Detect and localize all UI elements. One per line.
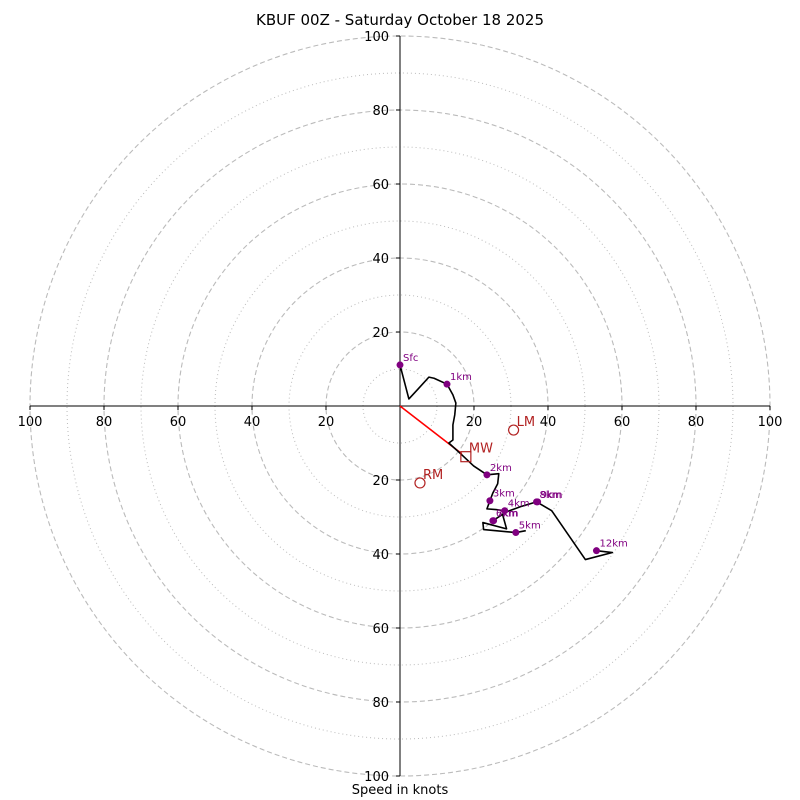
- chart-title: KBUF 00Z - Saturday October 18 2025: [255, 11, 544, 29]
- storm-label-mw: MW: [469, 442, 493, 457]
- storm-label-rm: RM: [423, 468, 443, 483]
- x-tick-label: 100: [18, 415, 43, 430]
- x-tick-label: 40: [244, 415, 261, 430]
- x-axis-label: Speed in knots: [351, 783, 449, 798]
- y-tick-label: 40: [372, 548, 389, 563]
- y-tick-label: 40: [372, 252, 389, 267]
- storm-motion-group: LM MW RM: [414, 415, 535, 489]
- height-label-5km: 5km: [519, 521, 541, 532]
- hodograph-trace-1: [399, 364, 526, 534]
- storm-marker-lm: [507, 424, 520, 436]
- x-tick-label: 100: [758, 415, 783, 430]
- height-label-4km: 4km: [508, 499, 530, 510]
- y-tick-label: 80: [372, 104, 389, 119]
- height-label-8km: 8km: [540, 490, 562, 501]
- height-label-6km: 6km: [496, 509, 518, 520]
- height-label-2km: 2km: [490, 463, 512, 474]
- height-marker-9km: [534, 498, 542, 506]
- storm-marker-mw: [460, 451, 472, 463]
- y-tick-label: 60: [372, 178, 389, 193]
- height-label-7km: 7km: [497, 509, 519, 520]
- x-tick-label: 80: [96, 415, 113, 430]
- y-tick-label: 100: [364, 30, 389, 45]
- x-tick-label: 80: [688, 415, 705, 430]
- height-label-12km: 12km: [599, 539, 627, 550]
- height-marker-7km: [490, 517, 498, 525]
- height-marker-3km: [486, 497, 494, 505]
- hodograph-trace-2: [492, 501, 614, 561]
- height-label-3km: 3km: [493, 489, 515, 500]
- height-marker-12km: [592, 547, 600, 555]
- y-tick-label: 20: [372, 326, 389, 341]
- x-tick-label: 20: [318, 415, 335, 430]
- height-label-1km: 1km: [450, 372, 472, 383]
- height-marker-5km: [512, 529, 520, 537]
- y-tick-label: 80: [372, 696, 389, 711]
- y-tick-label: 100: [364, 770, 389, 785]
- storm-marker-rm: [414, 477, 426, 489]
- x-tick-label: 20: [466, 415, 483, 430]
- hodograph-trace-group: [399, 364, 614, 561]
- storm-label-lm: LM: [517, 415, 535, 430]
- y-tick-label: 20: [372, 474, 389, 489]
- height-marker-2km: [483, 471, 491, 479]
- height-marker-1km: [443, 380, 451, 388]
- height-marker-4km: [501, 507, 509, 515]
- height-marker-sfc: [396, 361, 404, 369]
- x-tick-label: 40: [540, 415, 557, 430]
- x-tick-label: 60: [614, 415, 631, 430]
- height-label-9km: 9km: [541, 490, 563, 501]
- y-tick-label: 60: [372, 622, 389, 637]
- height-label-sfc: Sfc: [403, 353, 418, 364]
- tick-labels: 100 80 60 40 20 20 40 60 80 100 100 80 60 40 20 20 40 60 8…: [18, 30, 783, 785]
- x-tick-label: 60: [170, 415, 187, 430]
